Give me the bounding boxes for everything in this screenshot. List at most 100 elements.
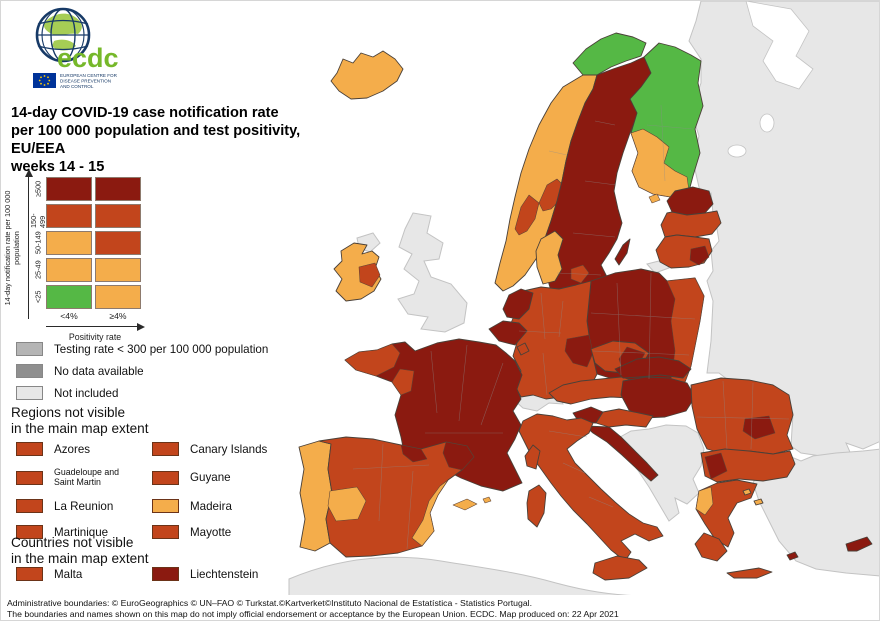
- region-label: Mayotte: [190, 525, 232, 539]
- map-region-western_balkans: [612, 424, 705, 522]
- regions-heading-line-1: Regions not visible: [11, 405, 126, 420]
- countries-heading-line-2: in the main map extent: [11, 550, 149, 566]
- map-region-iceland: [330, 50, 404, 100]
- country-item-liechtenstein: Liechtenstein: [152, 567, 284, 581]
- legend-cell: [95, 231, 141, 255]
- country-label: Malta: [54, 567, 83, 581]
- map-region-italy: [518, 413, 664, 562]
- country-swatch: [16, 567, 43, 581]
- legend-item-no-data: No data available: [16, 364, 268, 378]
- map-region-croatia_inland: [595, 408, 654, 428]
- not-included-swatch: [16, 386, 43, 400]
- countries-heading: Countries not visible in the main map ex…: [11, 535, 149, 566]
- region-label: Madeira: [190, 499, 232, 513]
- map-region-hungary: [620, 376, 696, 419]
- legend-item-label: Not included: [54, 386, 119, 400]
- map-region-romania_northeast: [742, 415, 776, 440]
- eu-flag-stars: [38, 75, 51, 86]
- legend-cell: [46, 258, 92, 282]
- map-region-cyprus: [845, 536, 873, 552]
- map-region-bulgaria: [700, 448, 796, 483]
- map-region-france_west: [391, 368, 415, 396]
- map-region-poland_east: [666, 277, 705, 383]
- legend-cell: [46, 285, 92, 309]
- regions-not-visible-list: Azores Canary Islands Guadeloupe and Sai…: [16, 442, 284, 539]
- map-region-spain_basque: [400, 444, 428, 463]
- y-axis-arrow-icon: [24, 169, 33, 177]
- legend-item-label: No data available: [54, 364, 144, 378]
- region-item-canary-islands: Canary Islands: [152, 442, 284, 456]
- region-label: Azores: [54, 442, 91, 456]
- europe-choropleth-map: [288, 1, 879, 596]
- legend-row-label: 50-149: [33, 231, 43, 255]
- region-item-guyane: Guyane: [152, 468, 284, 487]
- legend-panel: ecdc EUROPEAN CENTRE FOR DISEASE PREVENT…: [1, 1, 301, 620]
- legend-cell: [95, 285, 141, 309]
- region-swatch: [16, 442, 43, 456]
- map-region-cyclades: [742, 488, 764, 506]
- regions-heading-line-2: in the main map extent: [11, 420, 149, 436]
- legend-cell: [95, 177, 141, 201]
- region-swatch: [16, 470, 43, 485]
- map-region-spain_catalonia: [442, 441, 475, 471]
- map-region-sardinia: [526, 484, 547, 528]
- countries-heading-line-1: Countries not visible: [11, 535, 134, 550]
- map-region-bulgaria_southwest: [704, 452, 728, 480]
- eu-flag: [33, 73, 56, 88]
- logo-subtext-3: AND CONTROL: [60, 84, 94, 89]
- legend-y-axis-label: 14-day notification rate per 100 000 pop…: [3, 190, 21, 306]
- map-region-ireland_east: [358, 262, 381, 288]
- legend-col-label: <4%: [60, 311, 78, 321]
- map-region-corsica: [524, 444, 541, 470]
- map-region-slovakia: [614, 356, 692, 379]
- region-label: La Reunion: [54, 499, 114, 513]
- x-axis-arrow-line: [46, 326, 138, 328]
- region-item-azores: Azores: [16, 442, 148, 456]
- map-region-norway_agder_region: [514, 194, 540, 236]
- map-region-romania: [690, 377, 794, 455]
- lake-ladoga: [727, 144, 747, 158]
- legend-matrix-grid: [46, 177, 141, 309]
- countries-not-visible-list: Malta Liechtenstein: [16, 567, 284, 581]
- attribution-footer: Administrative boundaries: © EuroGeograp…: [1, 595, 879, 620]
- legend-item-label: Testing rate < 300 per 100 000 populatio…: [54, 342, 269, 356]
- map-region-balearic_islands: [452, 496, 492, 511]
- legend-item-not-included: Not included: [16, 386, 268, 400]
- region-swatch: [152, 470, 179, 485]
- map-region-lithuania_east: [689, 245, 710, 266]
- white-sea: [745, 1, 814, 90]
- no-data-swatch: [16, 364, 43, 378]
- map-region-crete: [726, 567, 773, 579]
- legend-item-testing-rate: Testing rate < 300 per 100 000 populatio…: [16, 342, 268, 356]
- legend-row-label: <25: [33, 290, 43, 304]
- logo-parallels: [37, 19, 89, 51]
- region-label: Guadeloupe and Saint Martin: [54, 467, 120, 487]
- region-item-mayotte: Mayotte: [152, 525, 284, 539]
- attribution-line-2: The boundaries and names shown on this m…: [7, 608, 619, 619]
- map-region-netherlands: [502, 288, 534, 320]
- title-line-2: per 100 000 population and test positivi…: [11, 123, 301, 157]
- legend-row-label: ≥500: [33, 180, 43, 198]
- region-item-guadeloupe: Guadeloupe and Saint Martin: [16, 467, 148, 487]
- map-region-gotland: [614, 238, 631, 266]
- title-line-3: weeks 14 - 15: [11, 159, 105, 175]
- map-region-luxembourg: [516, 342, 530, 356]
- map-region-aland: [648, 193, 661, 204]
- map-region-north_africa: [288, 556, 642, 596]
- region-item-la-reunion: La Reunion: [16, 499, 148, 513]
- region-label: Canary Islands: [190, 442, 268, 456]
- map-region-spain_southeast: [411, 479, 449, 547]
- map-region-germany_east: [564, 334, 594, 368]
- map-region-peloponnese: [694, 532, 728, 562]
- map-region-rhodes: [786, 551, 799, 561]
- country-item-malta: Malta: [16, 567, 148, 581]
- region-item-martinique: Martinique: [16, 525, 148, 539]
- testing-rate-swatch: [16, 342, 43, 356]
- region-label: Guyane: [190, 471, 231, 484]
- legend-cell: [46, 231, 92, 255]
- country-swatch: [152, 567, 179, 581]
- legend-row-label: 150-499: [29, 213, 47, 228]
- logo-subtext-2: DISEASE PREVENTION: [60, 79, 111, 84]
- category-legend: Testing rate < 300 per 100 000 populatio…: [16, 342, 268, 408]
